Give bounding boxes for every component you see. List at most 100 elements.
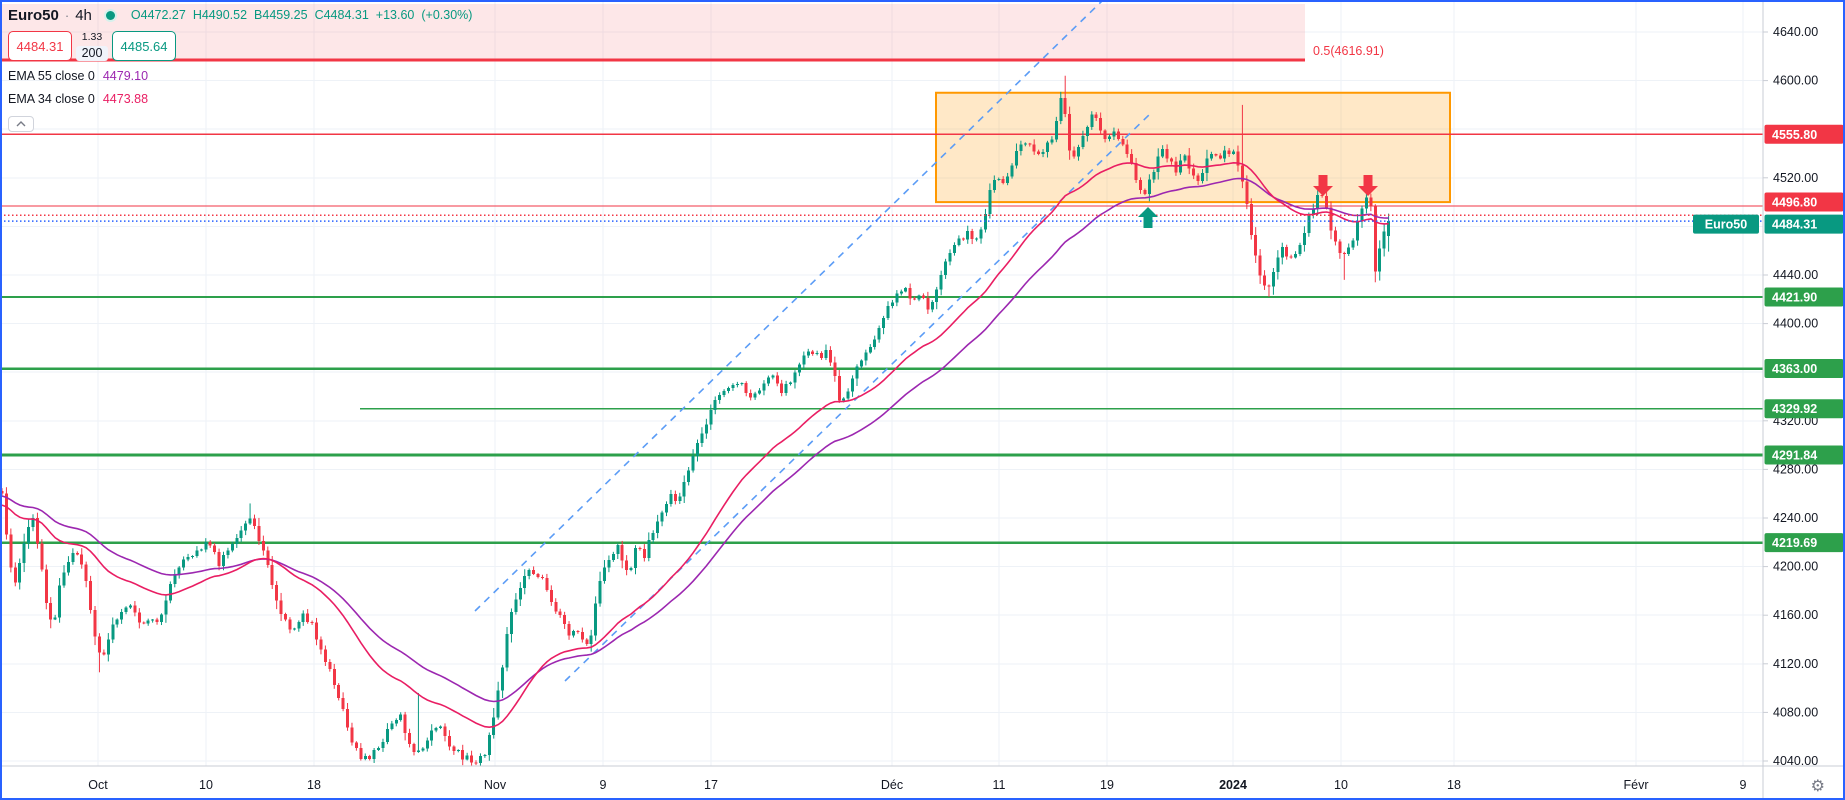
candle-body (1032, 144, 1036, 152)
candle-body (155, 619, 159, 622)
candle-body (381, 741, 385, 748)
candle-body (997, 178, 1001, 180)
candle-body (173, 573, 177, 585)
candle-body (80, 554, 84, 565)
candle-body (257, 525, 261, 541)
candle-body (151, 619, 155, 621)
price-tick-label: 4440.00 (1773, 268, 1818, 282)
fib-zone[interactable] (0, 4, 1305, 61)
candle-body (328, 661, 332, 670)
candle-body (319, 639, 323, 650)
time-axis-label: 10 (1334, 778, 1348, 792)
candle-body (244, 523, 248, 531)
candle-body (833, 362, 837, 377)
open-value: O4472.27 (130, 8, 186, 22)
candle-body (1139, 180, 1143, 190)
interval-label[interactable]: 4h (75, 6, 92, 24)
candle-body (354, 742, 358, 749)
candle-body (1076, 147, 1080, 157)
time-axis-label: 2024 (1219, 778, 1247, 792)
candle-body (868, 347, 872, 353)
candle-body (1382, 231, 1386, 249)
sell-button[interactable]: 4484.31 (8, 31, 72, 61)
candle-body (235, 537, 239, 544)
candle-body (1285, 247, 1289, 257)
candle-body (199, 549, 203, 551)
price-tick-label: 4040.00 (1773, 754, 1818, 768)
candle-body (18, 562, 22, 583)
candle-body (935, 289, 939, 303)
close-value: C4484.31 (314, 8, 369, 22)
ema55-line[interactable] (1, 177, 1389, 703)
candle-body (1245, 181, 1249, 204)
candle-body (540, 576, 544, 579)
collapse-indicators-button[interactable] (8, 116, 34, 132)
symbol-price-flag (1693, 214, 1759, 234)
candle-body (1307, 214, 1311, 233)
candle-body (727, 387, 731, 391)
price-tick-label: 4080.00 (1773, 705, 1818, 719)
lot-size-field[interactable]: 200 (75, 46, 109, 61)
price-badge-label: 4219.69 (1772, 536, 1817, 550)
gear-icon[interactable]: ⚙ (1810, 778, 1825, 795)
candle-body (275, 584, 279, 601)
candle-body (1232, 151, 1236, 154)
candle-body (301, 613, 305, 623)
symbol-title-row[interactable]: Euro50 · 4h O4472.27 H4490.52 B4459.25 C… (8, 5, 472, 25)
trendline[interactable] (474, 0, 1104, 612)
candle-body (846, 391, 850, 399)
high-value: H4490.52 (192, 8, 248, 22)
candle-body (824, 349, 828, 359)
buy-button[interactable]: 4485.64 (112, 31, 176, 61)
candle-body (1072, 150, 1076, 157)
candle-body (758, 390, 762, 394)
time-axis[interactable] (0, 766, 1845, 800)
candle-body (722, 390, 726, 395)
candle-body (44, 569, 48, 603)
candle-body (359, 748, 363, 759)
candle-body (213, 545, 217, 552)
indicator-row-ema34[interactable]: EMA 34 close 0 4473.88 (8, 91, 472, 107)
candle-body (1143, 189, 1147, 194)
price-badge-label: 4363.00 (1772, 362, 1817, 376)
candle-body (904, 288, 908, 292)
candle-body (842, 398, 846, 401)
candles-series[interactable] (0, 75, 1391, 767)
candle-body (527, 569, 531, 577)
change-percent: (+0.30%) (421, 8, 473, 22)
range-box[interactable] (935, 91, 1451, 204)
indicator-row-ema55[interactable]: EMA 55 close 0 4479.10 (8, 68, 472, 84)
candle-body (1280, 247, 1284, 258)
candle-body (137, 612, 141, 623)
candle-body (58, 585, 62, 618)
buy-arrow-icon[interactable] (1138, 207, 1158, 228)
candle-body (625, 560, 629, 570)
candle-body (102, 652, 106, 655)
candle-body (204, 541, 208, 550)
price-badge-label: 4484.31 (1772, 218, 1817, 232)
candle-body (115, 619, 119, 625)
time-axis-label: Févr (1624, 778, 1649, 792)
price-badge (1764, 192, 1844, 212)
candle-body (1347, 247, 1351, 255)
candle-body (377, 747, 381, 750)
price-tick-label: 4280.00 (1773, 462, 1818, 476)
sell-arrow-icon[interactable] (1313, 175, 1333, 196)
candle-body (279, 600, 283, 614)
candle-body (975, 238, 979, 240)
candle-body (1218, 155, 1222, 159)
candle-body (120, 612, 124, 620)
ema34-line[interactable] (1, 161, 1389, 729)
candle-body (647, 540, 651, 558)
candle-body (594, 603, 598, 636)
chevron-up-icon (16, 121, 26, 127)
candle-body (253, 518, 257, 526)
candle-body (421, 748, 425, 751)
candle-body (882, 317, 886, 329)
sell-arrow-icon[interactable] (1358, 175, 1378, 196)
candle-body (1037, 151, 1041, 155)
market-status-icon (105, 10, 115, 20)
candle-body (638, 547, 642, 549)
